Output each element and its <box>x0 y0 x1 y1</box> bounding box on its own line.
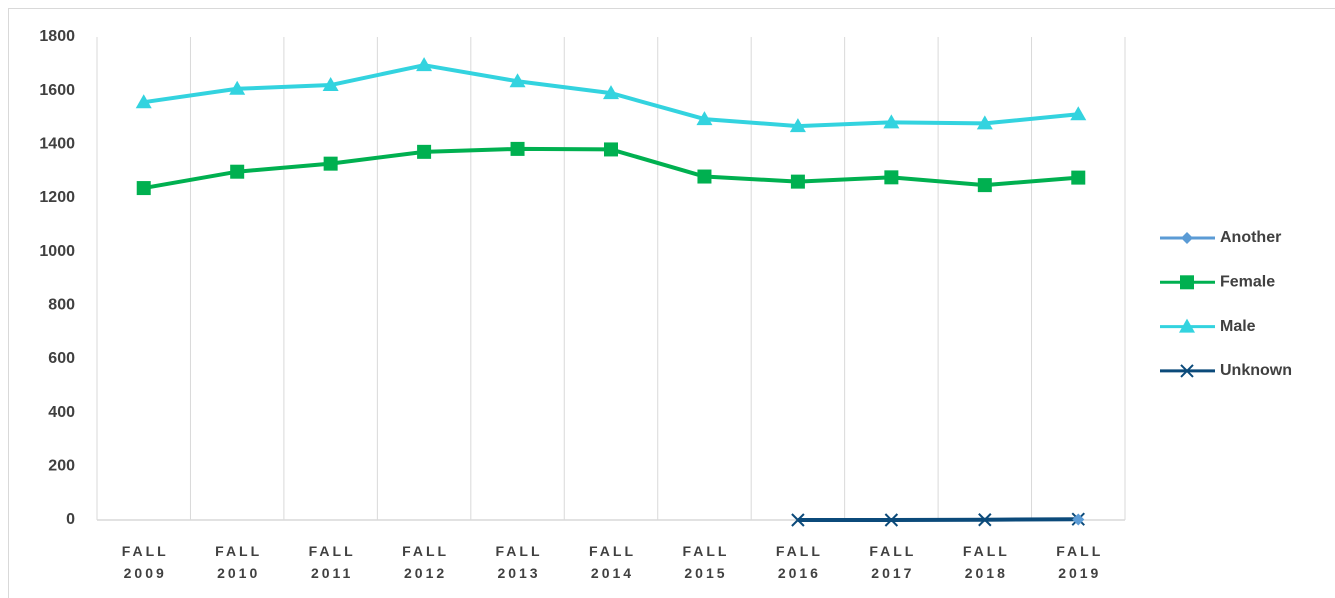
marker <box>509 73 526 88</box>
marker <box>229 80 246 95</box>
marker <box>1071 170 1086 185</box>
y-tick-label: 1600 <box>39 82 75 99</box>
x-tick-label: FALL 2018 <box>962 543 1010 581</box>
marker <box>884 170 899 185</box>
legend-label: Unknown <box>1220 362 1292 379</box>
marker <box>978 513 992 527</box>
legend-label: Another <box>1220 229 1281 246</box>
x-tick-label: FALL 2013 <box>495 543 543 581</box>
x-tick-label: FALL 2019 <box>1056 543 1104 581</box>
legend-label: Female <box>1220 274 1275 291</box>
marker <box>230 164 245 179</box>
y-tick-label: 0 <box>66 511 75 528</box>
marker <box>696 111 713 126</box>
series-line <box>797 517 1079 522</box>
x-tick-label: FALL 2015 <box>682 543 730 581</box>
marker <box>790 174 805 189</box>
marker <box>791 513 805 527</box>
marker <box>322 77 339 92</box>
y-tick-label: 1800 <box>39 28 75 45</box>
x-tick-label: FALL 2016 <box>775 543 823 581</box>
marker <box>135 94 152 109</box>
y-tick-label: 400 <box>48 404 75 421</box>
chart-border <box>8 8 1335 598</box>
y-tick-label: 800 <box>48 297 75 314</box>
y-tick-label: 1200 <box>39 189 75 206</box>
marker <box>1179 318 1195 333</box>
marker <box>977 178 992 193</box>
y-tick-label: 1400 <box>39 136 75 153</box>
marker <box>136 181 151 196</box>
marker <box>884 513 899 527</box>
legend-label: Male <box>1220 318 1256 335</box>
marker <box>323 156 338 171</box>
marker <box>976 115 993 130</box>
x-tick-label: FALL 2011 <box>308 543 356 581</box>
x-tick-label: FALL 2014 <box>589 543 636 581</box>
y-tick-label: 1000 <box>39 243 75 260</box>
x-tick-label: FALL 2010 <box>215 543 263 581</box>
marker <box>1070 106 1087 121</box>
marker <box>416 57 433 72</box>
marker <box>1181 232 1193 244</box>
marker <box>1180 364 1194 378</box>
marker <box>510 141 525 156</box>
marker <box>789 118 806 133</box>
y-tick-label: 200 <box>48 458 75 475</box>
marker <box>1072 513 1085 526</box>
marker <box>603 85 619 100</box>
x-tick-label: FALL 2012 <box>402 543 450 581</box>
marker <box>1180 275 1194 290</box>
x-tick-label: FALL 2017 <box>869 543 917 581</box>
marker <box>697 169 712 184</box>
marker <box>883 114 900 129</box>
marker <box>417 144 432 159</box>
marker <box>604 142 618 157</box>
x-tick-label: FALL 2009 <box>121 543 169 581</box>
y-tick-label: 600 <box>48 350 75 367</box>
